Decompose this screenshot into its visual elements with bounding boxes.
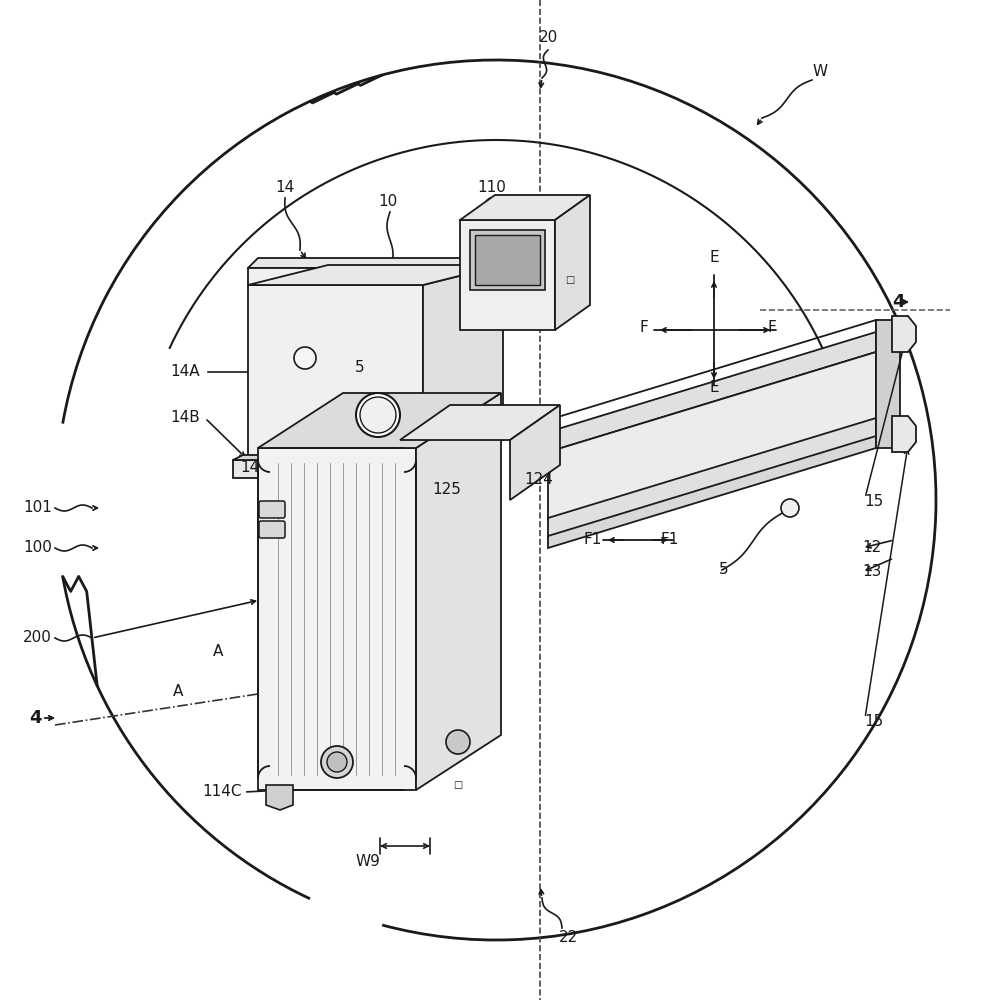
Polygon shape — [470, 230, 545, 290]
Text: F: F — [639, 320, 648, 336]
Circle shape — [781, 499, 799, 517]
Polygon shape — [233, 455, 433, 460]
Text: 200: 200 — [23, 631, 52, 646]
Polygon shape — [555, 195, 590, 330]
Polygon shape — [258, 448, 416, 790]
Polygon shape — [423, 265, 503, 460]
Polygon shape — [892, 316, 916, 352]
Text: 20: 20 — [538, 30, 558, 45]
Text: 5: 5 — [718, 562, 728, 578]
Text: 22: 22 — [558, 930, 578, 946]
Circle shape — [356, 393, 400, 437]
Text: 124: 124 — [524, 473, 553, 488]
Circle shape — [327, 752, 347, 772]
Polygon shape — [548, 332, 876, 452]
Polygon shape — [460, 220, 555, 330]
Polygon shape — [876, 320, 900, 448]
Text: A: A — [173, 684, 183, 700]
Polygon shape — [548, 352, 876, 520]
Polygon shape — [548, 418, 876, 538]
Text: A: A — [213, 645, 223, 660]
Circle shape — [294, 347, 316, 369]
Text: 14A: 14A — [171, 364, 200, 379]
Polygon shape — [248, 258, 550, 268]
Polygon shape — [248, 285, 423, 460]
Polygon shape — [510, 405, 560, 500]
Polygon shape — [475, 235, 540, 285]
FancyBboxPatch shape — [259, 501, 285, 518]
Text: 10: 10 — [378, 194, 397, 210]
Polygon shape — [460, 195, 590, 220]
Text: F1: F1 — [660, 532, 678, 548]
Circle shape — [360, 397, 396, 433]
Text: 14: 14 — [275, 180, 295, 196]
Text: 12: 12 — [862, 540, 881, 556]
Text: E: E — [709, 380, 719, 395]
Polygon shape — [416, 393, 501, 790]
Text: 4: 4 — [892, 293, 905, 311]
Text: 110: 110 — [478, 180, 506, 196]
Polygon shape — [248, 265, 503, 285]
Circle shape — [321, 746, 353, 778]
Polygon shape — [266, 785, 293, 810]
Text: 15: 15 — [864, 714, 883, 730]
Text: F: F — [768, 320, 777, 336]
Text: 15: 15 — [864, 494, 883, 510]
Text: 100: 100 — [23, 540, 52, 556]
Text: 125: 125 — [432, 483, 461, 497]
Text: F1: F1 — [584, 532, 602, 548]
Polygon shape — [248, 268, 540, 285]
Polygon shape — [548, 436, 876, 548]
Text: E: E — [709, 250, 719, 265]
Text: 114C: 114C — [203, 784, 242, 800]
Circle shape — [446, 730, 470, 754]
Polygon shape — [892, 416, 916, 452]
Text: W9: W9 — [355, 854, 380, 869]
Text: W: W — [812, 64, 827, 80]
Text: 14B: 14B — [170, 410, 200, 426]
Polygon shape — [400, 405, 560, 440]
Polygon shape — [258, 393, 501, 448]
Text: □: □ — [454, 780, 463, 790]
Text: 5: 5 — [355, 360, 364, 375]
Text: □: □ — [565, 275, 575, 285]
Text: 13: 13 — [862, 564, 882, 580]
Text: 14: 14 — [240, 460, 260, 476]
FancyBboxPatch shape — [259, 521, 285, 538]
Polygon shape — [233, 460, 423, 478]
Text: 101: 101 — [23, 500, 52, 516]
Text: 4: 4 — [30, 709, 42, 727]
